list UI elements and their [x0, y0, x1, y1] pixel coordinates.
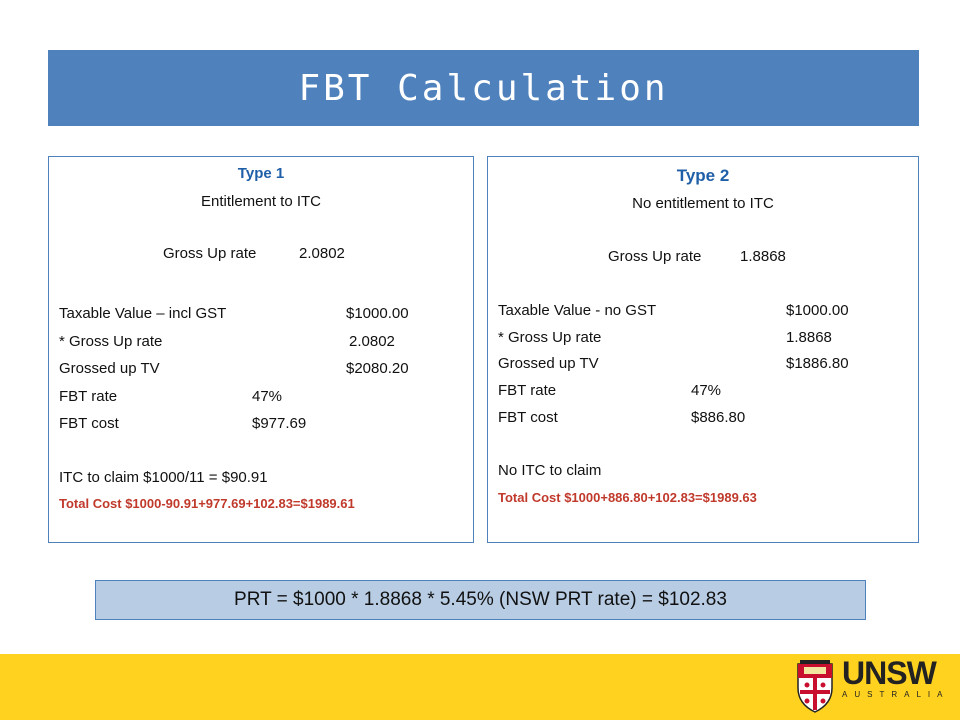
type1-gross-up-label: Gross Up rate — [163, 245, 257, 262]
type2-row-value: 47% — [691, 382, 722, 399]
type2-row-label: * Gross Up rate — [498, 329, 602, 346]
type1-row-value: $2080.20 — [346, 360, 409, 377]
slide-title: FBT Calculation — [298, 67, 669, 109]
type2-row-label: Grossed up TV — [498, 355, 599, 372]
type2-subheading: No entitlement to ITC — [632, 195, 774, 212]
type2-gross-up-value: 1.8868 — [740, 248, 786, 265]
type2-heading: Type 2 — [676, 166, 730, 185]
prt-formula-box: PRT = $1000 * 1.8868 * 5.45% (NSW PRT ra… — [95, 580, 866, 620]
type2-row-value: 1.8868 — [786, 329, 832, 346]
type1-row-label: Grossed up TV — [59, 360, 160, 377]
prt-formula: PRT = $1000 * 1.8868 * 5.45% (NSW PRT ra… — [234, 589, 727, 610]
type2-row-label: Taxable Value - no GST — [498, 302, 657, 319]
type2-row-value: $886.80 — [691, 409, 746, 426]
type1-row-label: Taxable Value – incl GST — [59, 305, 227, 322]
type1-panel: Type 1 Entitlement to ITC Gross Up rate … — [48, 156, 474, 543]
type2-row-value: $1886.80 — [786, 355, 849, 372]
type2-gross-up-label: Gross Up rate — [608, 248, 702, 265]
type1-total-line: Total Cost $1000-90.91+977.69+102.83=$19… — [59, 496, 355, 511]
type2-panel: Type 2 No entitlement to ITC Gross Up ra… — [487, 156, 919, 543]
type1-row-value: $977.69 — [252, 415, 307, 432]
unsw-crest-icon — [796, 658, 834, 719]
unsw-wordmark: UNSW — [842, 655, 937, 691]
type2-itc-line: No ITC to claim — [498, 462, 602, 479]
type2-total-line: Total Cost $1000+886.80+102.83=$1989.63 — [498, 490, 757, 505]
type1-row-value: 2.0802 — [349, 333, 395, 350]
type1-row-label: FBT cost — [59, 415, 119, 432]
type1-row-label: * Gross Up rate — [59, 333, 163, 350]
type1-itc-line: ITC to claim $1000/11 = $90.91 — [59, 469, 268, 486]
type1-row-value: $1000.00 — [346, 305, 409, 322]
unsw-wordmark-sub: AUSTRALIA — [842, 690, 950, 699]
type2-row-value: $1000.00 — [786, 302, 849, 319]
type1-heading: Type 1 — [237, 165, 285, 182]
title-bar: FBT Calculation — [48, 50, 919, 126]
type2-row-label: FBT cost — [498, 409, 558, 426]
type1-row-value: 47% — [252, 388, 283, 405]
type1-row-label: FBT rate — [59, 388, 118, 405]
type2-row-label: FBT rate — [498, 382, 557, 399]
crest-shield-icon — [797, 660, 833, 713]
type1-subheading: Entitlement to ITC — [200, 193, 322, 210]
type1-gross-up-value: 2.0802 — [299, 245, 345, 262]
